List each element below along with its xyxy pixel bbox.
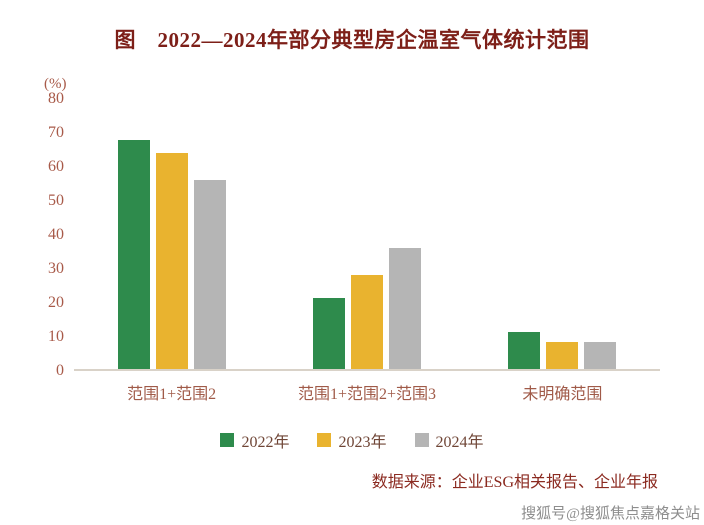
legend-item: 2024年: [414, 428, 484, 452]
bar-2024年: [584, 342, 617, 369]
bar-group: [74, 99, 269, 369]
bar-2022年: [117, 139, 150, 369]
x-labels: 范围1+范围2 范围1+范围2+范围3 未明确范围: [74, 380, 660, 404]
watermark: 搜狐号@搜狐焦点嘉格关站: [521, 506, 700, 522]
x-category-label: 范围1+范围2+范围3: [297, 386, 437, 403]
y-axis-unit-label: (%): [44, 76, 67, 92]
bar-2022年: [508, 331, 541, 369]
plot-area: [74, 99, 660, 371]
legend-item: 2022年: [220, 428, 289, 452]
data-source-note: 数据来源：企业ESG相关报告、企业年报: [371, 474, 658, 491]
y-tick-label: 40: [48, 226, 64, 243]
legend-label: 2024年: [435, 434, 484, 451]
legend-swatch-icon: [220, 433, 235, 447]
chart-title: 图 2022—2024年部分典型房企温室气体统计范围: [114, 28, 590, 52]
bar-2022年: [312, 298, 345, 369]
plot-row: 0 10 20 30 40 50 60 70 80: [40, 91, 660, 379]
x-category-label: 未明确范围: [522, 386, 603, 403]
legend-swatch-icon: [414, 433, 429, 447]
legend-label: 2022年: [241, 434, 290, 451]
y-tick-label: 80: [48, 90, 64, 107]
legend-item: 2023年: [317, 428, 387, 452]
bar-2024年: [193, 180, 226, 369]
y-tick-label: 20: [48, 294, 64, 311]
bar-group: [269, 99, 464, 369]
bar-2023年: [546, 342, 579, 369]
y-tick-label: 50: [48, 192, 64, 209]
bar-2023年: [155, 153, 188, 369]
y-tick-label: 60: [48, 158, 64, 175]
x-category-label: 范围1+范围2: [127, 386, 217, 403]
bar-2023年: [350, 274, 383, 369]
legend-swatch-icon: [317, 433, 332, 447]
bar-group: [465, 99, 660, 369]
legend: 2022年 2023年 2024年: [0, 428, 704, 452]
y-tick-label: 0: [56, 362, 64, 379]
bar-groups: [74, 99, 660, 369]
y-axis: 0 10 20 30 40 50 60 70 80: [40, 91, 74, 379]
y-tick-label: 10: [48, 328, 64, 345]
y-tick-label: 30: [48, 260, 64, 277]
legend-label: 2023年: [338, 434, 387, 451]
y-tick-label: 70: [48, 124, 64, 141]
bar-2024年: [388, 247, 421, 369]
